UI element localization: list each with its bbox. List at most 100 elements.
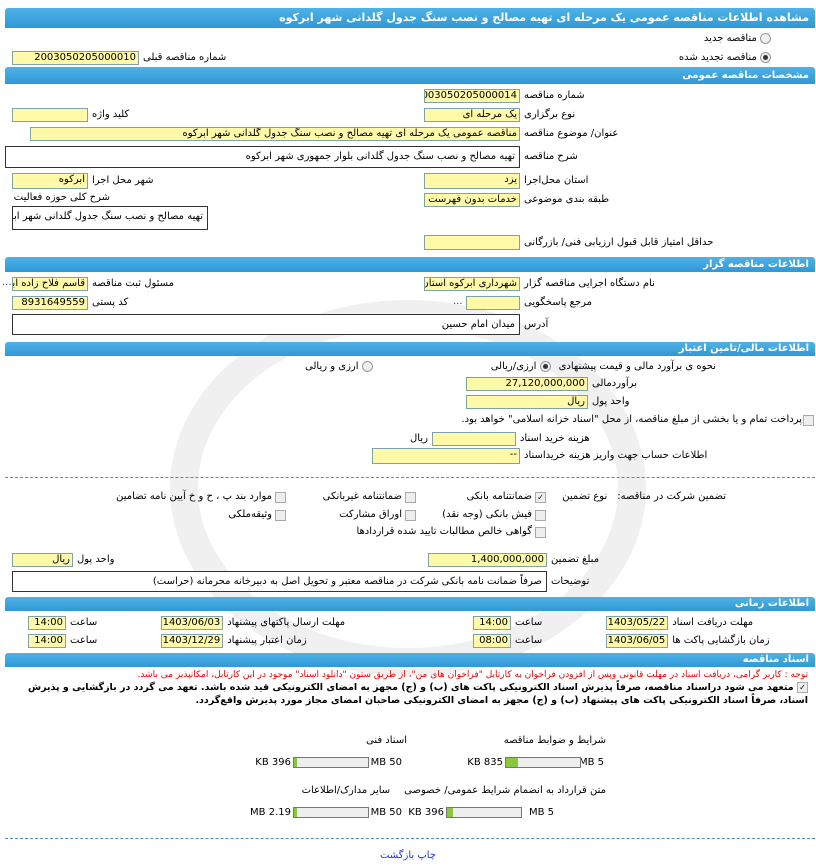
section-title: اسناد مناقصه: [742, 654, 809, 665]
radio-icon[interactable]: [361, 360, 373, 372]
prev-number-label: شماره مناقصه قبلی: [143, 52, 227, 63]
radio-opt1[interactable]: ارزی/ریالی: [491, 360, 551, 374]
category-field: خدمات بدون فهرست بها: [424, 193, 520, 207]
notes-row: توضیحات صرفاً ضمانت نامه بانکی شرکت در م…: [12, 571, 652, 592]
open-label: زمان بازگشایی پاکت ها: [672, 635, 770, 646]
guarantee-checkbox-other[interactable]: [275, 491, 286, 503]
postal-row: کد پستی 8931649559: [12, 296, 252, 310]
file-max: 50 MB: [370, 757, 402, 768]
time-label: ساعت: [70, 617, 98, 628]
valid-label: زمان اعتبار پیشنهاد: [227, 635, 307, 646]
time-label: ساعت: [70, 635, 98, 646]
org-label: نام دستگاه اجرایی مناقصه گزار: [524, 278, 655, 289]
address-box: میدان امام حسین: [12, 314, 520, 335]
radio-icon[interactable]: [760, 32, 771, 44]
back-link[interactable]: بازگشت: [379, 850, 415, 861]
guarantee-amount-label: مبلغ تضمین: [551, 554, 600, 565]
guarantee-option-label: ضمانتنامه غیربانکی: [322, 491, 402, 502]
section-title: اطلاعات مالی/تامین اعتبار: [678, 343, 809, 354]
print-link[interactable]: چاپ: [417, 850, 436, 861]
guarantee-amount-row: مبلغ تضمین 1,400,000,000: [428, 553, 668, 567]
keyword-row: کلید واژه: [12, 108, 252, 122]
divider: [5, 838, 815, 839]
radio-icon[interactable]: [760, 51, 771, 63]
guarantee-checkbox-claims[interactable]: [535, 526, 546, 538]
estimate-label: برآوردمالی: [592, 378, 637, 389]
section-title: اطلاعات زمانی: [734, 598, 809, 609]
account-row: اطلاعات حساب جهت واریز هزینه خریداسناد -…: [372, 448, 772, 464]
radio-label: ارزی و ریالی: [305, 361, 359, 372]
org-row: نام دستگاه اجرایی مناقصه گزار شهرداری اب…: [424, 277, 724, 291]
commit-checkbox[interactable]: ✓: [797, 682, 808, 693]
number-label: شماره مناقصه: [524, 90, 585, 101]
section-organizer: اطلاعات مناقصه گزار: [5, 257, 815, 272]
valid-date-field: 1403/12/29: [161, 634, 224, 648]
file-progress: [293, 757, 369, 768]
progress-fill: [447, 808, 453, 817]
page-title-bar: مشاهده اطلاعات مناقصه عمومی یک مرحله ای …: [5, 8, 815, 28]
guarantee-row-2: فیش بانکی (وجه نقد) اوراق مشارکت وثیقه‌م…: [228, 508, 726, 522]
doc-cost-field: [431, 432, 516, 446]
docs-note: توجه : کاربر گرامی، دریافت اسناد در مهلت…: [137, 670, 808, 680]
guarantee-checkbox-nonbank[interactable]: [405, 491, 416, 503]
notes-label: توضیحات: [551, 575, 590, 587]
category-label: طبقه بندی موضوعی: [524, 194, 610, 205]
registrar-more-link[interactable]: ...: [2, 277, 12, 288]
type-label: نوع برگزاری: [524, 109, 576, 120]
keyword-field: [12, 108, 88, 122]
account-label: اطلاعات حساب جهت واریز هزینه خریداسناد: [524, 450, 708, 461]
radio-icon[interactable]: [539, 360, 551, 372]
file-size: 2.19 MB: [250, 807, 291, 818]
address-label: آدرس: [524, 318, 549, 330]
registrar-label: مسئول ثبت مناقصه: [92, 278, 174, 289]
guarantee-type-label: نوع تضمین: [562, 491, 608, 502]
doc-cost-unit: ریال: [410, 433, 428, 444]
commit-block: ✓ متعهد می شود دراسناد مناقصه، صرفاً پذی…: [8, 681, 808, 707]
guarantee-checkbox-cash[interactable]: [535, 509, 546, 521]
section-timing: اطلاعات زمانی: [5, 597, 815, 611]
file-label: اسناد فنی: [366, 735, 407, 746]
receive-row: مهلت دریافت اسناد 1403/05/22 ساعت 14:00: [473, 616, 803, 630]
treasury-checkbox[interactable]: [803, 415, 814, 426]
province-row: استان محل‌اجرا یزد: [424, 173, 664, 189]
registrar-row: مسئول ثبت مناقصه قاسم فلاح زاده ابرقوئی: [12, 277, 252, 291]
guarantee-checkbox-bank[interactable]: ✓: [535, 491, 546, 503]
receive-time-field: 14:00: [473, 616, 511, 630]
estimate-field: 27,120,000,000: [466, 377, 588, 391]
account-field: --: [372, 448, 520, 464]
page-title: مشاهده اطلاعات مناقصه عمومی یک مرحله ای …: [279, 11, 809, 24]
ref-field: [466, 296, 520, 310]
file-size: 396 KB: [408, 807, 444, 818]
province-label: استان محل‌اجرا: [524, 175, 589, 186]
method-label: نحوه ی برآورد مالی و قیمت پیشنهادی: [558, 361, 716, 372]
notes-box: صرفاً ضمانت نامه بانکی شرکت در مناقصه مع…: [12, 571, 547, 592]
guarantee-checkbox-property[interactable]: [275, 509, 286, 521]
section-finance: اطلاعات مالی/تامین اعتبار: [5, 342, 815, 356]
type-field: یک مرحله ای: [424, 108, 520, 122]
prev-number-field: 2003050205000010: [12, 51, 139, 65]
guarantee-option-label: اوراق مشارکت: [339, 509, 402, 520]
number-row: شماره مناقصه 2003050205000014: [424, 89, 664, 103]
section-title: مشخصات مناقصه عمومی: [682, 70, 809, 81]
ref-more-link[interactable]: ...: [453, 296, 463, 307]
city-label: شهر محل اجرا: [92, 175, 154, 186]
radio-new[interactable]: مناقصه جدید: [704, 32, 771, 46]
guarantee-option-label: وثیقه‌ملکی: [228, 509, 272, 520]
org-field: شهرداری ابرکوه استان یزد: [424, 277, 520, 291]
valid-time-field: 14:00: [28, 634, 66, 648]
valid-row: زمان اعتبار پیشنهاد 1403/12/29 ساعت 14:0…: [28, 634, 448, 648]
progress-fill: [294, 808, 297, 817]
type-row: نوع برگزاری یک مرحله ای: [424, 108, 664, 122]
scope-label: شرح کلی حوزه فعالیت: [13, 192, 110, 203]
section-title: اطلاعات مناقصه گزار: [703, 259, 809, 270]
radio-opt2[interactable]: ارزی و ریالی: [305, 360, 373, 374]
guarantee-currency-field: ریال: [12, 553, 73, 567]
guarantee-checkbox-bonds[interactable]: [405, 509, 416, 521]
file-label: سایر مدارک/اطلاعات: [301, 785, 391, 796]
address-row: آدرس میدان امام حسین: [12, 314, 612, 335]
min-score-row: حداقل امتیاز قابل قبول ارزیابی فنی/ بازر…: [424, 235, 784, 250]
radio-renewed[interactable]: مناقصه تجدید شده: [679, 51, 771, 65]
receive-date-field: 1403/05/22: [606, 616, 669, 630]
commit-text-2: اسناد، صرفاً اسناد الکترونیکی پاکت های پ…: [195, 695, 808, 706]
subject-field: مناقصه عمومی یک مرحله ای تهیه مصالح و نص…: [30, 127, 520, 141]
